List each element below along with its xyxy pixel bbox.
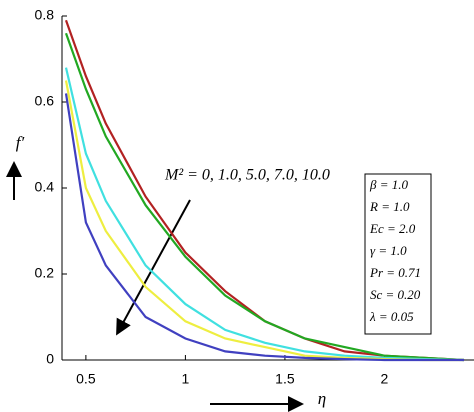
- y-tick-label: 0.2: [35, 265, 55, 281]
- y-axis-label: f′: [16, 133, 25, 152]
- parameter: β = 1.0: [369, 177, 408, 192]
- parameter: λ = 0.05: [369, 309, 414, 324]
- x-tick-label: 0.5: [76, 371, 96, 387]
- x-tick-label: 2: [381, 371, 389, 387]
- parameter: γ = 1.0: [370, 243, 407, 258]
- annotation-arrow: [116, 199, 191, 336]
- y-tick-label: 0.4: [35, 179, 55, 195]
- parameter: Pr = 0.71: [369, 265, 421, 280]
- y-tick-label: 0: [46, 351, 54, 367]
- x-tick-label: 1: [182, 371, 190, 387]
- y-tick-label: 0.6: [35, 93, 55, 109]
- parameter-box: [364, 173, 432, 335]
- y-tick-label: 0.8: [35, 7, 55, 23]
- parameter: Sc = 0.20: [370, 287, 421, 302]
- parameter: R = 1.0: [369, 199, 410, 214]
- annotation: M² = 0, 1.0, 5.0, 7.0, 10.0: [164, 167, 330, 184]
- x-axis-label: η: [318, 389, 326, 408]
- line: [64, 32, 465, 362]
- parameter: Ec = 2.0: [369, 221, 416, 236]
- line: [64, 93, 464, 362]
- x-tick-label: 1.5: [275, 371, 295, 387]
- line: [64, 67, 465, 362]
